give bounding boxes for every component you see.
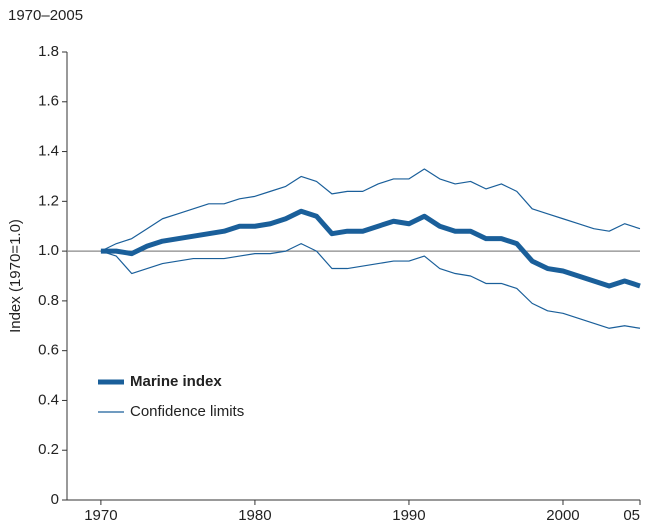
- x-tick-label: 1970: [84, 507, 117, 524]
- y-tick-label: 1.8: [38, 43, 59, 60]
- x-tick-label: 1980: [238, 507, 271, 524]
- legend-label: Marine index: [130, 373, 222, 390]
- x-tick-label: 2000: [546, 507, 579, 524]
- y-tick-label: 1.2: [38, 192, 59, 209]
- y-tick-label: 0.2: [38, 441, 59, 458]
- y-tick-label: 0: [51, 491, 59, 508]
- legend-label: Confidence limits: [130, 403, 244, 420]
- marine-index-line: [100, 208, 641, 289]
- chart-title: 1970–2005: [8, 7, 83, 24]
- x-tick-label: 05: [623, 507, 640, 524]
- y-tick-label: 0.6: [38, 342, 59, 359]
- x-tick-label: 1990: [392, 507, 425, 524]
- y-tick-label: 1.6: [38, 93, 59, 110]
- y-axis-label: Index (1970=1.0): [7, 219, 24, 333]
- y-tick-label: 0.8: [38, 292, 59, 309]
- lower-limit-line: [100, 243, 641, 329]
- y-tick-label: 1.0: [38, 242, 59, 259]
- upper-limit-line: [100, 168, 641, 252]
- y-tick-label: 1.4: [38, 143, 59, 160]
- y-tick-label: 0.4: [38, 391, 59, 408]
